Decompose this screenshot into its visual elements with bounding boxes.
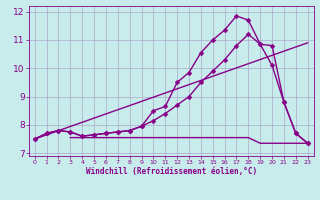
X-axis label: Windchill (Refroidissement éolien,°C): Windchill (Refroidissement éolien,°C) <box>86 167 257 176</box>
